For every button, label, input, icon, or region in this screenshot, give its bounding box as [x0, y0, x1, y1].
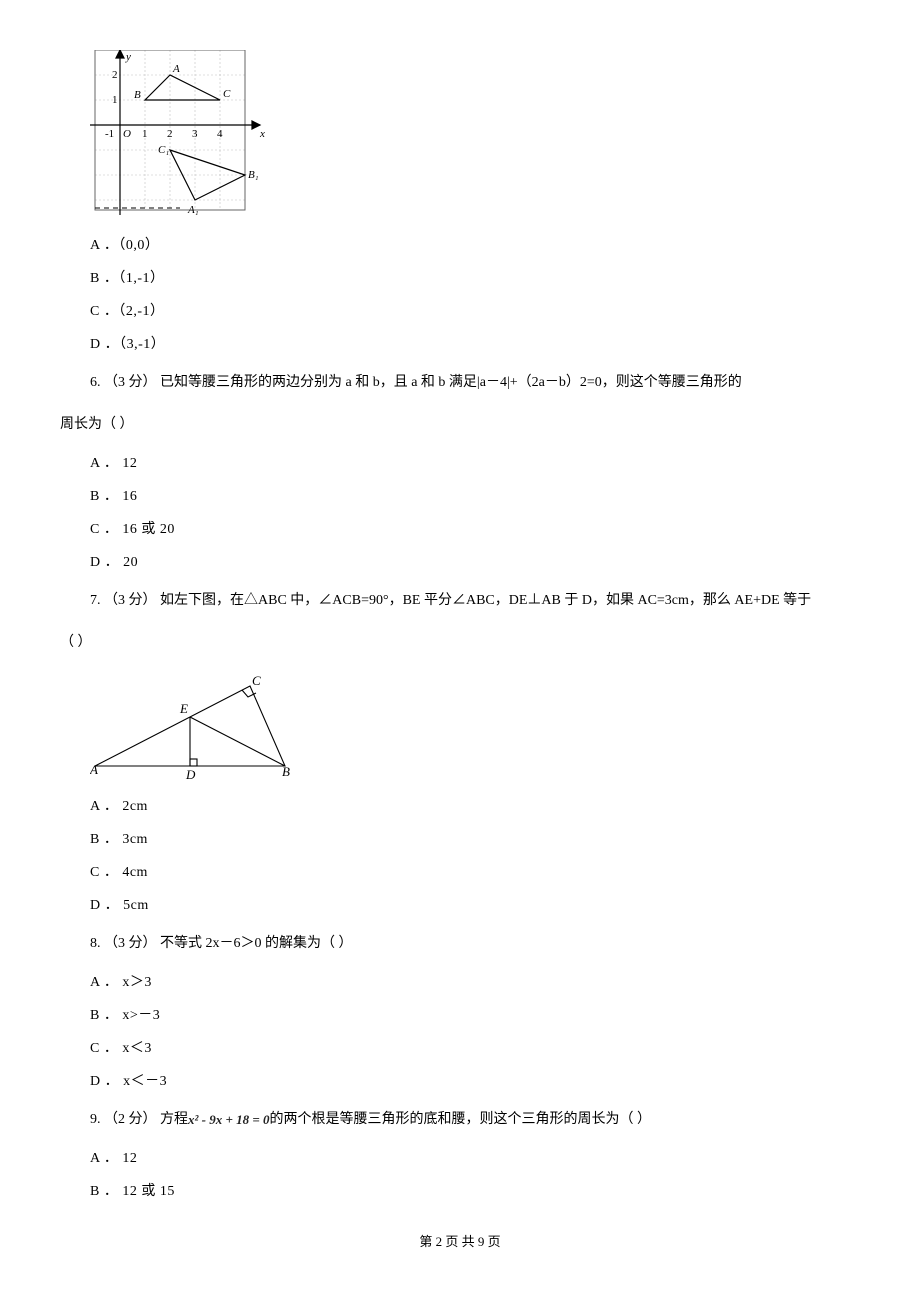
q9-text: 9. （2 分） 方程x² - 9x + 18 = 0的两个根是等腰三角形的底和…: [90, 1106, 860, 1134]
svg-text:2: 2: [167, 128, 173, 140]
svg-text:3: 3: [192, 128, 198, 140]
svg-text:2: 2: [112, 69, 118, 81]
q5-figure: -1 O 1 2 3 4 1 2 x y A B C A₁ B₁ C₁: [90, 50, 860, 220]
svg-text:B: B: [282, 764, 290, 779]
q5-choice-c: C ．（2,-1）: [90, 301, 860, 322]
svg-text:-1: -1: [105, 128, 114, 140]
q9-text-after: 的两个根是等腰三角形的底和腰，则这个三角形的周长为（ ）: [270, 1112, 652, 1127]
q7-text-1: 7. （3 分） 如左下图，在△ABC 中，∠ACB=90°，BE 平分∠ABC…: [90, 587, 860, 615]
svg-text:1: 1: [142, 128, 148, 140]
q9-equation: x² - 9x + 18 = 0: [188, 1107, 270, 1133]
svg-text:A₁: A₁: [187, 204, 199, 216]
svg-text:C: C: [223, 88, 231, 100]
q9-choice-b: B ． 12 或 15: [90, 1181, 860, 1202]
q6-choice-c: C ． 16 或 20: [90, 519, 860, 540]
q9-text-before: 9. （2 分） 方程: [90, 1112, 188, 1127]
q6-choice-a: A ． 12: [90, 453, 860, 474]
svg-text:B: B: [134, 89, 141, 101]
svg-text:D: D: [185, 767, 196, 781]
svg-text:C₁: C₁: [158, 144, 169, 156]
page-footer: 第 2 页 共 9 页: [60, 1232, 860, 1252]
q7-choice-c: C ． 4cm: [90, 862, 860, 883]
q7-choice-b: B ． 3cm: [90, 829, 860, 850]
q6-choice-d: D ． 20: [90, 552, 860, 573]
q6-text-2: 周长为（ ）: [60, 411, 860, 439]
svg-text:A: A: [90, 762, 98, 777]
q5-choice-a: A ．（0,0）: [90, 235, 860, 256]
q6-choice-b: B ． 16: [90, 486, 860, 507]
q7-choice-d: D ． 5cm: [90, 895, 860, 916]
q8-choice-c: C ． x＜3: [90, 1038, 860, 1059]
svg-text:y: y: [125, 51, 131, 63]
q7-text-2: （ ）: [60, 629, 860, 657]
q7-choice-a: A ． 2cm: [90, 796, 860, 817]
q5-choice-d: D ．（3,-1）: [90, 334, 860, 355]
svg-text:C: C: [252, 673, 261, 688]
q5-choice-b: B ．（1,-1）: [90, 268, 860, 289]
q9-choice-a: A ． 12: [90, 1148, 860, 1169]
q8-choice-b: B ． x>－3: [90, 1005, 860, 1026]
q8-choice-a: A ． x＞3: [90, 972, 860, 993]
svg-text:x: x: [259, 128, 265, 140]
svg-text:1: 1: [112, 94, 118, 106]
svg-text:E: E: [179, 701, 188, 716]
svg-text:4: 4: [217, 128, 223, 140]
q8-text: 8. （3 分） 不等式 2x－6＞0 的解集为（ ）: [90, 930, 860, 958]
svg-text:A: A: [172, 63, 180, 75]
q6-text-1: 6. （3 分） 已知等腰三角形的两边分别为 a 和 b，且 a 和 b 满足|…: [90, 369, 860, 397]
svg-text:O: O: [123, 128, 131, 140]
svg-text:B₁: B₁: [248, 169, 259, 181]
q8-choice-d: D ． x＜－3: [90, 1071, 860, 1092]
q7-figure: A B C D E: [90, 671, 860, 781]
